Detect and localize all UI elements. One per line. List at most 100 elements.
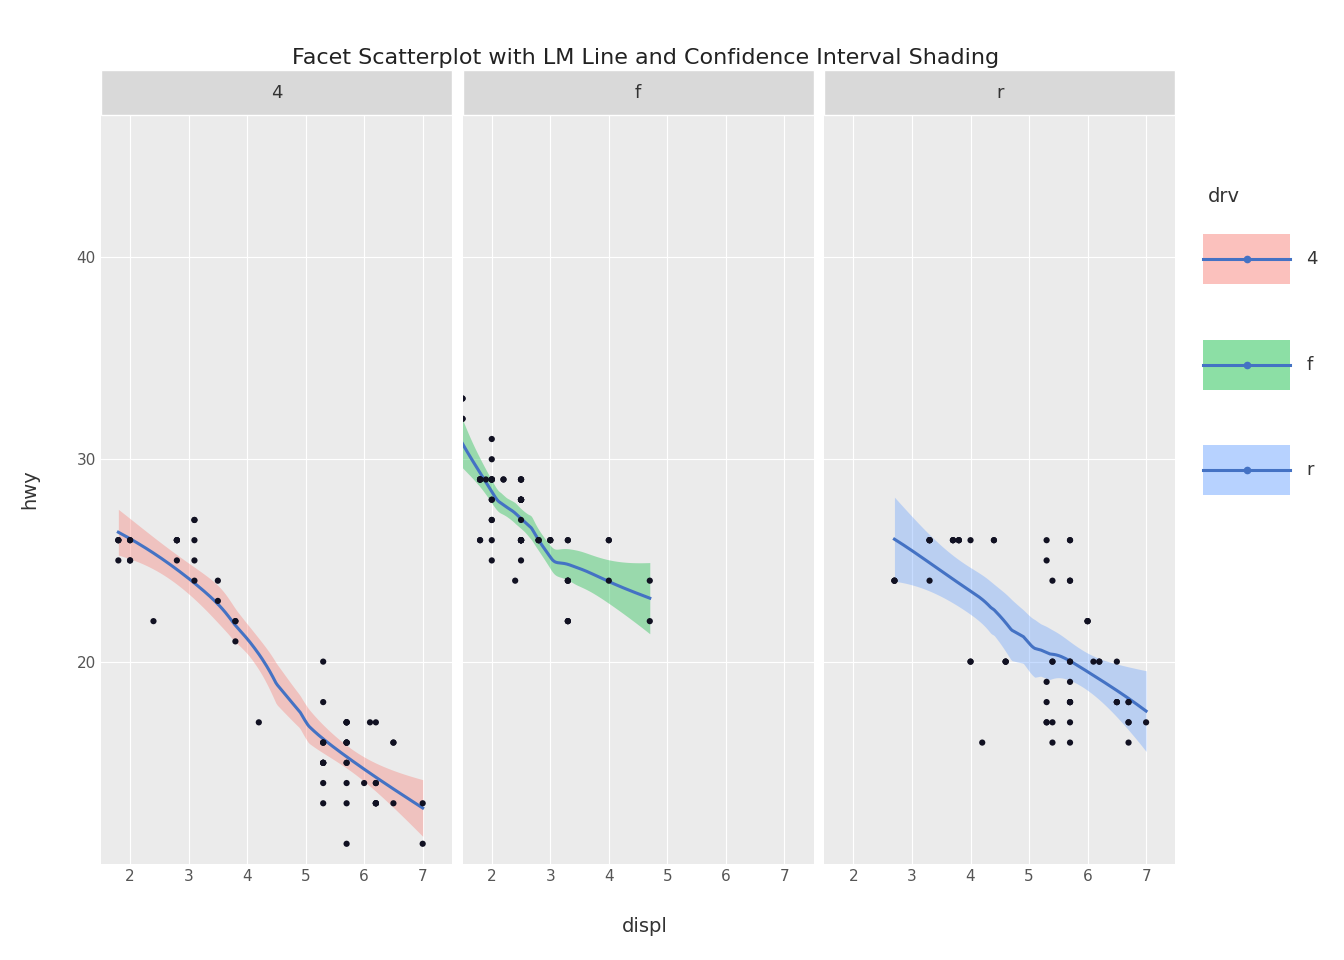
Point xyxy=(1059,714,1081,730)
Point xyxy=(452,411,473,426)
Point xyxy=(598,533,620,548)
Point xyxy=(1136,714,1157,730)
Point xyxy=(108,533,129,548)
Point xyxy=(312,694,333,709)
Point xyxy=(511,533,532,548)
Point xyxy=(511,492,532,508)
Point xyxy=(359,714,380,730)
Point xyxy=(1106,654,1128,669)
Point xyxy=(336,714,358,730)
Point xyxy=(336,735,358,751)
Point xyxy=(224,613,246,629)
Point xyxy=(598,533,620,548)
Point xyxy=(366,796,387,811)
FancyBboxPatch shape xyxy=(824,70,1176,115)
Point xyxy=(1036,714,1058,730)
Point xyxy=(493,471,515,487)
Point xyxy=(511,492,532,508)
Point xyxy=(511,492,532,508)
Point xyxy=(1083,654,1105,669)
Point xyxy=(919,533,941,548)
Point xyxy=(1036,533,1058,548)
Point xyxy=(1118,694,1140,709)
Point xyxy=(558,533,579,548)
Text: hwy: hwy xyxy=(20,469,39,510)
Point xyxy=(511,471,532,487)
Point xyxy=(167,553,188,568)
Point xyxy=(919,573,941,588)
Point xyxy=(511,533,532,548)
Point xyxy=(558,573,579,588)
Point xyxy=(207,573,228,588)
Point xyxy=(539,533,560,548)
Point xyxy=(142,613,164,629)
Point xyxy=(312,735,333,751)
Point xyxy=(1042,735,1063,751)
Point xyxy=(469,533,491,548)
Point xyxy=(312,735,333,751)
Point xyxy=(383,735,405,751)
Point xyxy=(511,513,532,528)
Point xyxy=(1118,694,1140,709)
Point xyxy=(1036,553,1058,568)
Point xyxy=(493,471,515,487)
Point xyxy=(469,471,491,487)
Point xyxy=(469,471,491,487)
Point xyxy=(1042,573,1063,588)
Point xyxy=(1089,654,1110,669)
Point xyxy=(558,573,579,588)
Point xyxy=(984,533,1005,548)
Point xyxy=(366,714,387,730)
Point xyxy=(184,533,206,548)
Point xyxy=(1059,573,1081,588)
Point xyxy=(481,471,503,487)
Point xyxy=(312,756,333,771)
Point xyxy=(1106,694,1128,709)
Point xyxy=(1059,694,1081,709)
Point xyxy=(336,836,358,852)
Point xyxy=(1106,694,1128,709)
Point xyxy=(995,654,1016,669)
Point xyxy=(1118,714,1140,730)
Point xyxy=(528,533,550,548)
Point xyxy=(1059,654,1081,669)
Point xyxy=(366,796,387,811)
Point xyxy=(1036,694,1058,709)
Point xyxy=(511,533,532,548)
Point xyxy=(511,533,532,548)
Point xyxy=(1118,714,1140,730)
Point xyxy=(353,776,375,791)
Point xyxy=(511,533,532,548)
Text: 4: 4 xyxy=(270,84,282,102)
Point xyxy=(511,553,532,568)
Point xyxy=(511,471,532,487)
Point xyxy=(528,533,550,548)
Point xyxy=(336,756,358,771)
Text: r: r xyxy=(1306,462,1314,479)
Point xyxy=(528,533,550,548)
Point xyxy=(481,513,503,528)
Point xyxy=(476,471,497,487)
Point xyxy=(558,613,579,629)
Point xyxy=(312,756,333,771)
Point xyxy=(511,471,532,487)
Point xyxy=(336,735,358,751)
Point xyxy=(942,533,964,548)
Point xyxy=(184,513,206,528)
Point xyxy=(224,634,246,649)
Point xyxy=(960,533,981,548)
Point xyxy=(336,796,358,811)
Point xyxy=(249,714,270,730)
Point xyxy=(184,553,206,568)
Point xyxy=(511,533,532,548)
Text: Facet Scatterplot with LM Line and Confidence Interval Shading: Facet Scatterplot with LM Line and Confi… xyxy=(292,48,999,68)
Point xyxy=(884,573,906,588)
Text: f: f xyxy=(1306,356,1313,373)
Point xyxy=(1077,613,1098,629)
Point xyxy=(638,573,660,588)
Point xyxy=(167,533,188,548)
Point xyxy=(960,654,981,669)
Point xyxy=(481,471,503,487)
Point xyxy=(469,471,491,487)
Point xyxy=(539,533,560,548)
